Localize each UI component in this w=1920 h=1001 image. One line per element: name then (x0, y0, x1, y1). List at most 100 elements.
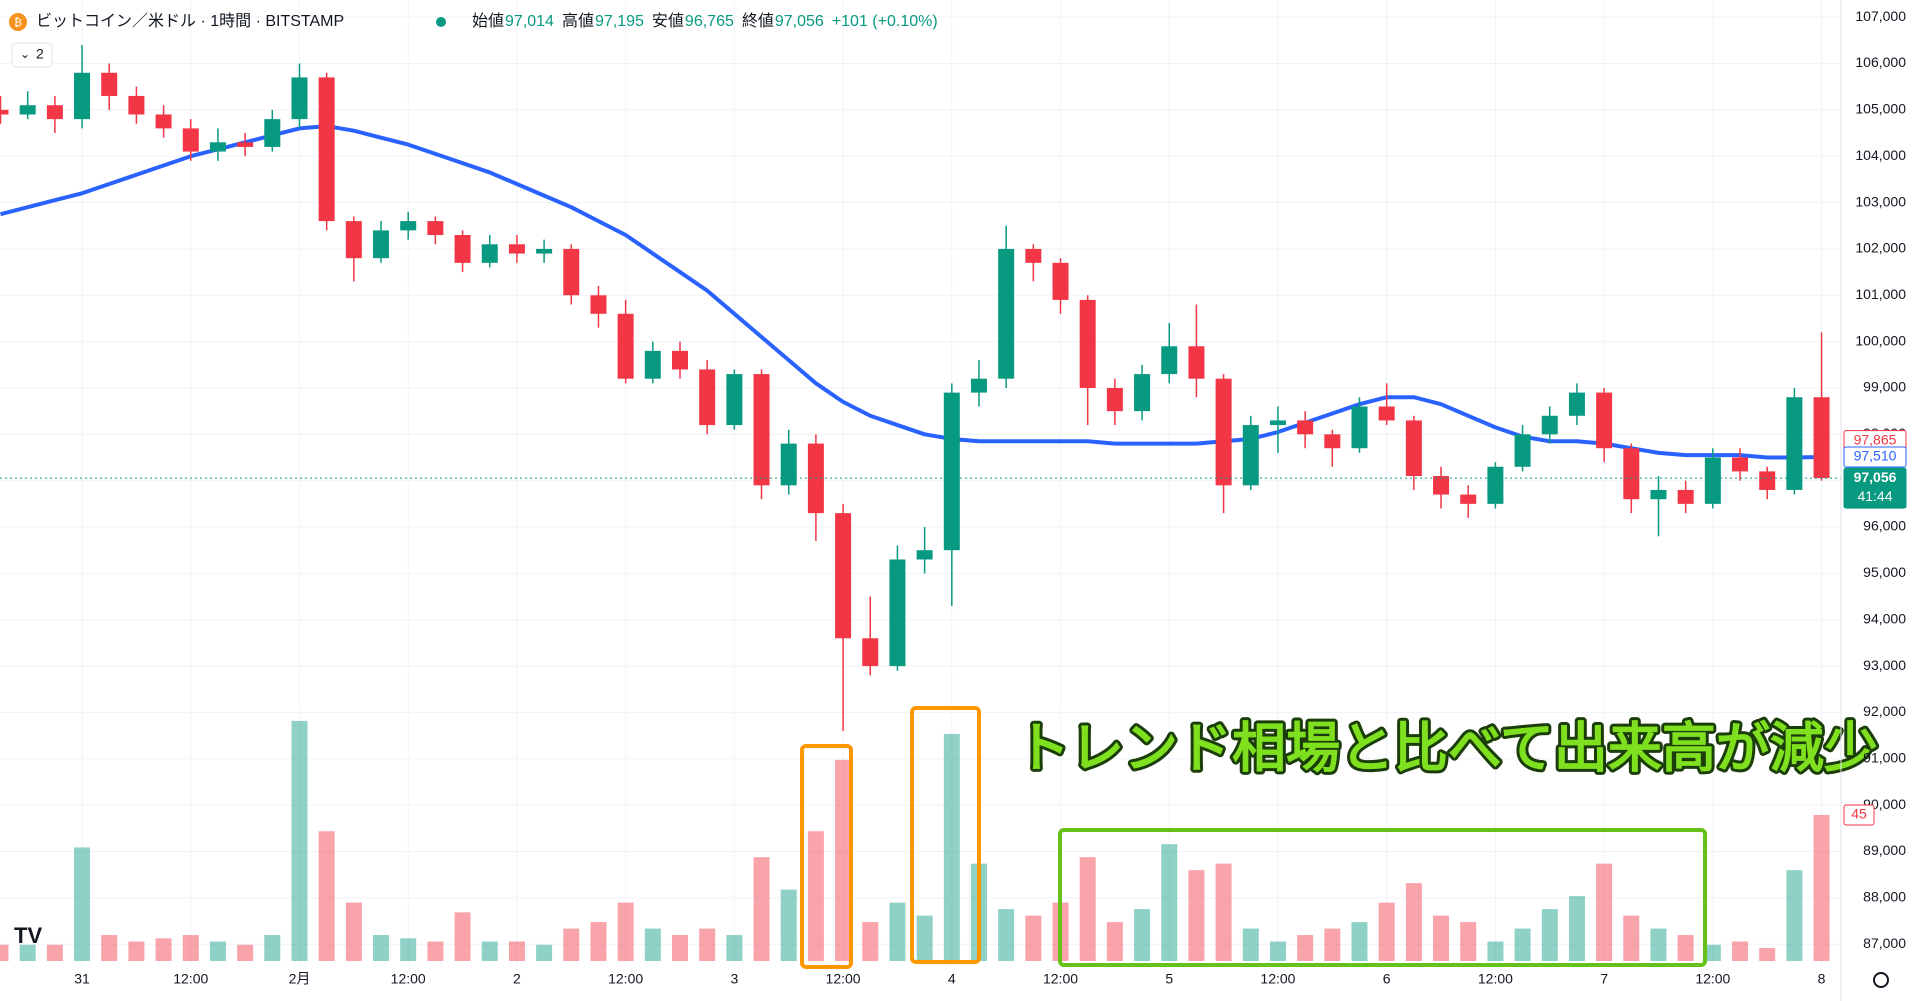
candle-body (780, 443, 797, 486)
candle-body (101, 72, 118, 96)
price-label: 97,865 (1854, 431, 1897, 447)
volume-bar (1433, 915, 1450, 961)
volume-bar (753, 857, 770, 961)
candle-body (1514, 434, 1531, 467)
legend-label: 高値 (562, 12, 594, 30)
candle-body (264, 119, 281, 147)
volume-bar (128, 941, 145, 961)
volume-label-box (1843, 804, 1875, 826)
indicator-toggle[interactable] (11, 42, 53, 68)
volume-bar (1623, 915, 1640, 961)
candle-body (481, 244, 498, 263)
volume-bar (536, 944, 553, 961)
moving-average (0, 124, 1822, 460)
candle-body (998, 248, 1015, 379)
annotation: トレンド相場と比べて出来高が減少 (1016, 718, 1878, 778)
candle-body (1460, 494, 1477, 504)
candle-body (237, 142, 254, 147)
volume-bar (345, 902, 362, 961)
candle-body (672, 350, 688, 370)
candle-body (1677, 489, 1694, 504)
volume-pane (0, 720, 1830, 961)
candle-body (74, 72, 91, 120)
candle-body (1378, 406, 1395, 421)
y-tick-label: 102,000 (1855, 240, 1906, 256)
legend-value: 96,765 (685, 13, 734, 30)
volume-bar (1487, 941, 1504, 961)
volume-bar (1242, 928, 1259, 961)
volume-bar (1161, 844, 1178, 961)
volume-bar (644, 928, 661, 961)
candle-body (46, 105, 63, 120)
countdown: 41:44 (1857, 488, 1892, 504)
x-tick-label: 31 (74, 971, 90, 987)
candle-body (1134, 374, 1151, 412)
x-tick-label: 12:00 (1695, 971, 1730, 987)
price-label: 97,056 (1854, 469, 1897, 485)
highlight-box (800, 744, 853, 969)
volume-bar (46, 944, 63, 961)
y-tick-label: 87,000 (1863, 935, 1906, 951)
volume-bar (1759, 948, 1776, 961)
candle-body (970, 378, 987, 393)
volume-bar (481, 941, 498, 961)
candle-body (1079, 299, 1096, 388)
btc-icon (9, 13, 27, 31)
btc-symbol: ₿ (14, 17, 22, 29)
candle-body (916, 550, 933, 560)
candle-body (454, 235, 471, 263)
candle-body (943, 392, 960, 551)
candle-body (345, 221, 362, 259)
x-tick-label: 12:00 (826, 971, 861, 987)
volume-bar (1025, 915, 1042, 961)
candle-body (427, 221, 444, 236)
candle-body (1623, 448, 1640, 500)
candle-body (19, 105, 36, 115)
x-tick-label: 12:00 (173, 971, 208, 987)
x-tick-label: 2月 (289, 971, 311, 987)
candle-body (155, 114, 172, 129)
volume-bar (1732, 941, 1749, 961)
x-tick-label: 2 (513, 971, 521, 987)
volume-bar (74, 847, 91, 961)
candle-body (1324, 434, 1341, 449)
volume-bar (590, 922, 607, 961)
y-tick-label: 91,000 (1863, 749, 1906, 765)
candle-body (373, 230, 390, 259)
volume-label: 45 (1851, 806, 1867, 822)
legend-value: 97,195 (595, 13, 644, 30)
candle-body (835, 513, 852, 639)
candle-body (590, 295, 607, 314)
candle-body (1732, 457, 1749, 472)
legend-value: 97,014 (505, 13, 554, 30)
volume-bar (699, 928, 716, 961)
volume-bar (943, 733, 960, 961)
candle-body (1188, 346, 1205, 379)
candle-body (1759, 471, 1776, 490)
highlight-box (1058, 828, 1707, 967)
candle-body (1215, 378, 1232, 486)
x-tick-label: 12:00 (1478, 971, 1513, 987)
volume-bar (237, 944, 254, 961)
price-axis: 107,000 106,000 105,000 104,000 103,000 102,0… (74, 0, 1907, 1001)
candle-body (1297, 420, 1314, 435)
x-tick-label: 12:00 (1043, 971, 1078, 987)
legend-label: 安値 (652, 12, 684, 30)
price-pane (0, 44, 1841, 731)
volume-bar (1324, 928, 1341, 961)
chevron: ⌄ (20, 47, 30, 61)
volume-bar (0, 944, 9, 961)
settings-button[interactable] (1873, 972, 1889, 988)
candle-body (1161, 346, 1178, 375)
y-tick-label: 93,000 (1863, 657, 1906, 673)
y-tick-label: 106,000 (1855, 54, 1906, 70)
candle-body (617, 313, 634, 379)
change: +101 (+0.10%) (832, 13, 938, 30)
volume-bar (1813, 814, 1830, 961)
volume-bar (19, 944, 36, 961)
volume-bar (155, 938, 172, 961)
price-label-box (1843, 446, 1907, 468)
y-tick-label: 99,000 (1863, 379, 1906, 395)
volume-bar (1351, 922, 1368, 961)
